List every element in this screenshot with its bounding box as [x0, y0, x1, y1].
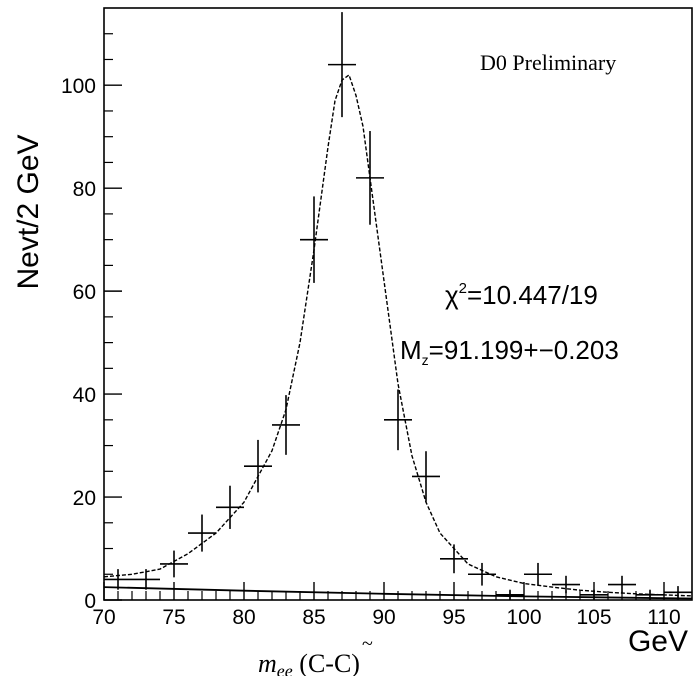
- data-point: [160, 550, 188, 578]
- mz-annotation: Mz=91.199+−0.203: [400, 335, 619, 368]
- x-tick-label: 100: [506, 606, 541, 629]
- mee-paren-close: ): [351, 649, 360, 676]
- x-tick-label: 110: [647, 606, 680, 629]
- chi2-sup: 2: [459, 280, 467, 297]
- x-tick-label: 90: [372, 606, 395, 629]
- data-point: [412, 451, 440, 502]
- y-tick-label: 20: [73, 487, 96, 510]
- data-point: [244, 439, 272, 493]
- y-tick-label: 60: [73, 281, 96, 304]
- x-axis-secondary-label: mee (C-C) ~: [258, 633, 373, 676]
- mee-main: m: [258, 649, 277, 676]
- mz-symbol: M: [400, 335, 422, 365]
- svg-text:mee (C-C): mee (C-C): [258, 649, 360, 676]
- x-tick-label: 80: [232, 606, 255, 629]
- mee-sub: ee: [277, 661, 293, 676]
- axis-tick-labels: 70 75 80 85 90 95 100 105 110 0 20 40 60 80 100: [61, 75, 681, 629]
- data-point: [524, 562, 552, 586]
- data-point: [496, 589, 524, 600]
- mee-paren-open: (C-: [293, 649, 334, 676]
- plot-frame: [103, 7, 693, 601]
- y-tick-label: 80: [73, 178, 96, 201]
- data-point: [188, 514, 216, 552]
- x-tick-label: 105: [576, 606, 611, 629]
- series-layer: [103, 12, 693, 600]
- data-point: [664, 586, 692, 599]
- y-tick-label: 0: [84, 590, 96, 613]
- data-point: [552, 575, 580, 594]
- mee-tilde-c: C: [334, 649, 351, 676]
- data-point: [104, 569, 132, 590]
- data-point: [300, 196, 328, 283]
- background-fit-line: [103, 586, 693, 600]
- x-tick-label: 75: [162, 606, 185, 629]
- data-point: [132, 569, 160, 590]
- experiment-annotation: D0 Preliminary: [480, 50, 616, 75]
- y-axis-label: Nevt/2 GeV: [12, 134, 45, 289]
- data-point: [328, 12, 356, 118]
- mz-sub: z: [422, 352, 429, 368]
- x-tick-label: 95: [442, 606, 465, 629]
- chi2-value: =10.447/19: [467, 280, 598, 310]
- fit-curve-line: [103, 73, 693, 597]
- data-point: [608, 575, 636, 594]
- tilde-glyph: ~: [362, 633, 373, 655]
- chi2-annotation: χ2=10.447/19: [445, 280, 598, 310]
- x-tick-label: 85: [302, 606, 325, 629]
- x-axis-unit-label: GeV: [628, 625, 688, 658]
- axis-ticks: [103, 33, 679, 601]
- chi2-symbol: χ: [445, 280, 459, 310]
- y-tick-label: 40: [73, 384, 96, 407]
- mz-value: =91.199+−0.203: [429, 335, 619, 365]
- y-tick-label: 100: [61, 75, 96, 98]
- x-tick-label: 70: [92, 606, 115, 629]
- data-point: [384, 389, 412, 451]
- data-point: [272, 395, 300, 455]
